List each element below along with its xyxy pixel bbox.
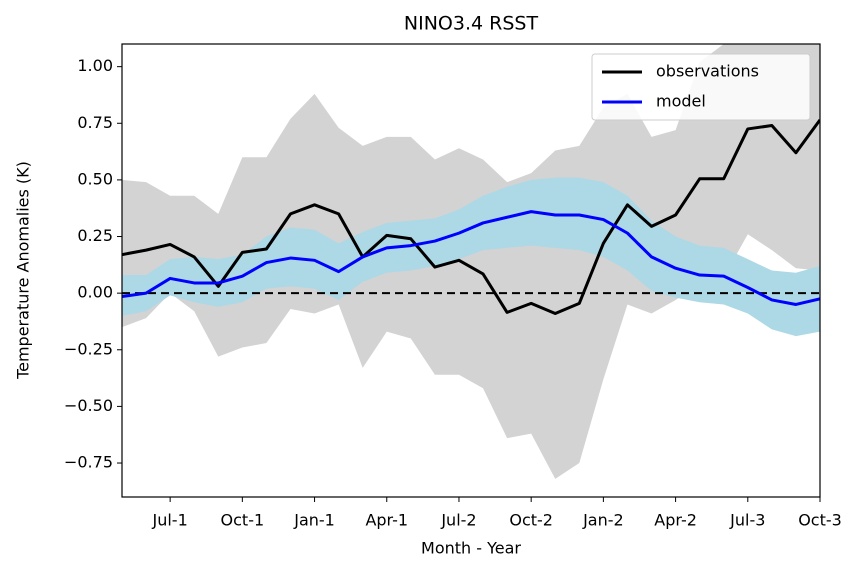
x-tick-label: Jan-2	[582, 511, 624, 530]
series-line	[122, 118, 820, 316]
x-tick-label: Oct-1	[221, 511, 265, 530]
band	[122, 44, 820, 479]
x-tick-label: Apr-1	[365, 511, 408, 530]
y-tick-label: 0.50	[77, 169, 113, 188]
x-tick-label: Jan-1	[293, 511, 335, 530]
band	[122, 177, 820, 337]
legend-label: model	[656, 92, 706, 111]
y-axis-label: Temperature Anomalies (K)	[14, 161, 33, 380]
y-tick-label: −0.75	[64, 453, 113, 472]
x-axis-label: Month - Year	[421, 539, 521, 558]
y-tick-label: −0.25	[64, 339, 113, 358]
chart-title: NINO3.4 RSST	[404, 13, 539, 35]
y-tick-label: 0.75	[77, 113, 113, 132]
x-tick-label: Jul-3	[729, 511, 765, 530]
x-tick-label: Oct-2	[509, 511, 553, 530]
legend-box	[591, 53, 811, 121]
x-tick-label: Jul-2	[440, 511, 476, 530]
x-tick-label: Jul-1	[152, 511, 188, 530]
y-tick-label: 1.00	[77, 56, 113, 75]
legend-label: observations	[656, 62, 759, 81]
x-tick-label: Apr-2	[654, 511, 697, 530]
y-tick-label: 0.25	[77, 226, 113, 245]
y-tick-label: −0.50	[64, 396, 113, 415]
series-line	[122, 210, 820, 306]
plot-frame	[121, 43, 821, 498]
y-tick-label: 0.00	[77, 283, 113, 302]
plot-area	[122, 44, 820, 479]
x-tick-label: Oct-3	[798, 511, 842, 530]
